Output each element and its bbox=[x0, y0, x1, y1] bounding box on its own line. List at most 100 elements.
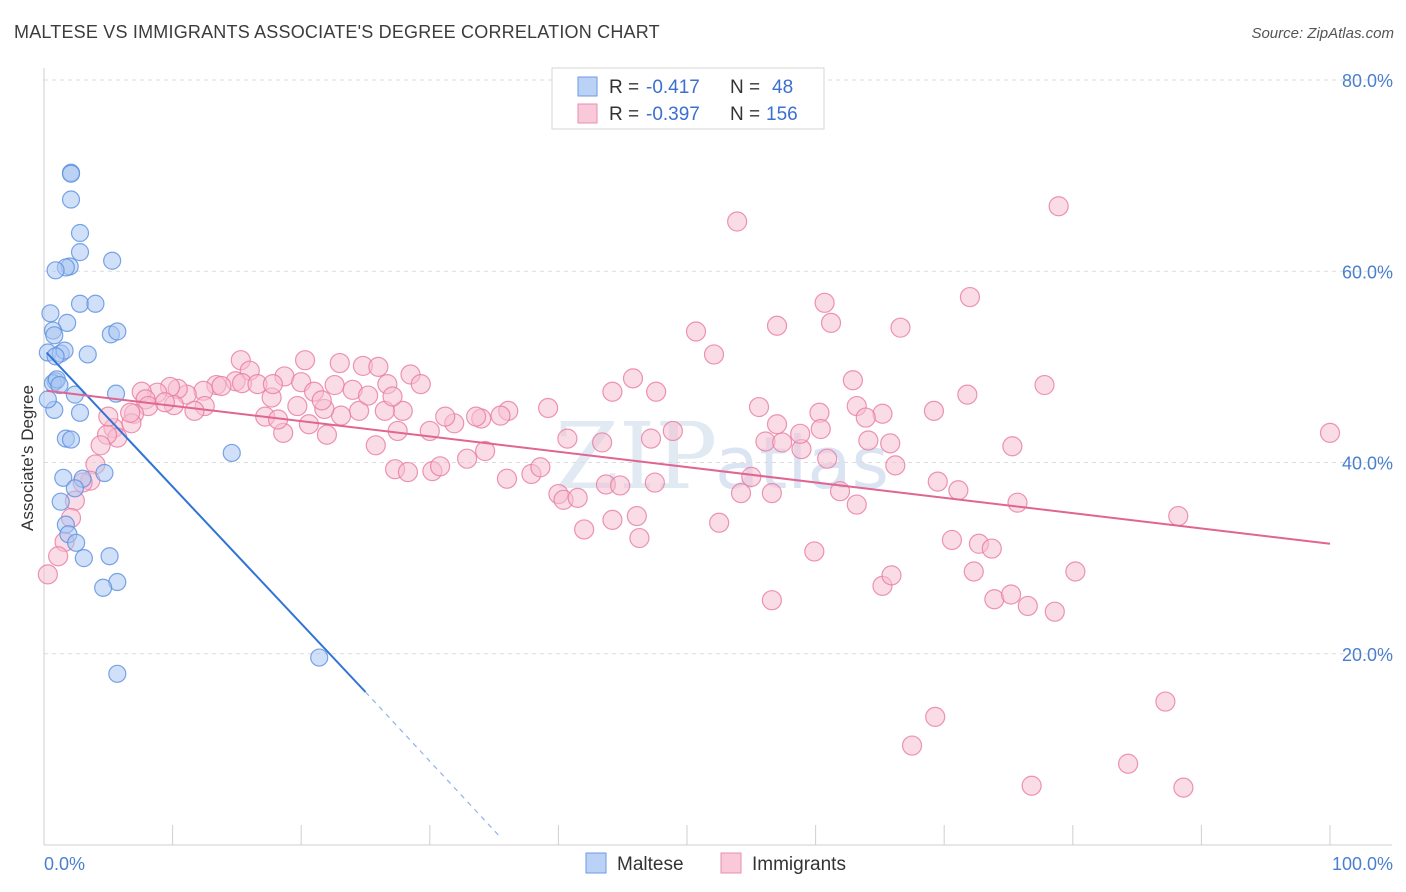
point-maltese-41 bbox=[100, 547, 119, 566]
point-maltese-8 bbox=[46, 261, 65, 280]
point-maltese-20 bbox=[46, 347, 65, 366]
point-immigrants-41 bbox=[298, 414, 320, 435]
point-immigrants-144 bbox=[1319, 422, 1341, 443]
point-immigrants-20 bbox=[858, 430, 879, 451]
point-immigrants-25 bbox=[592, 432, 613, 453]
point-immigrants-21 bbox=[766, 414, 788, 435]
point-immigrants-103 bbox=[429, 456, 451, 477]
point-immigrants-24 bbox=[640, 428, 662, 449]
trend-lines bbox=[45, 351, 1331, 838]
bottom-legend-swatch-maltese bbox=[585, 852, 607, 874]
bottom-legend-swatch-immigrants bbox=[720, 852, 742, 874]
point-immigrants-93 bbox=[211, 375, 232, 397]
point-immigrants-114 bbox=[644, 472, 665, 493]
point-immigrants-145 bbox=[923, 400, 945, 421]
point-immigrants-105 bbox=[474, 440, 496, 462]
point-immigrants-49 bbox=[324, 374, 345, 396]
point-immigrants-86 bbox=[37, 564, 58, 585]
point-immigrants-136 bbox=[981, 538, 1002, 559]
point-immigrants-15 bbox=[748, 396, 770, 418]
point-maltese-33 bbox=[95, 463, 114, 483]
point-immigrants-48 bbox=[311, 390, 332, 411]
chart-title: MALTESE VS IMMIGRANTS ASSOCIATE'S DEGREE… bbox=[14, 22, 660, 42]
trend-line-maltese bbox=[45, 351, 367, 693]
point-maltese-11 bbox=[41, 304, 60, 323]
y-tick-label-1: 40.0% bbox=[1342, 454, 1393, 474]
point-immigrants-119 bbox=[709, 512, 730, 533]
point-immigrants-122 bbox=[761, 483, 782, 504]
point-immigrants-154 bbox=[1021, 775, 1042, 796]
point-immigrants-27 bbox=[538, 397, 559, 419]
point-immigrants-156 bbox=[901, 735, 923, 756]
point-maltese-46 bbox=[108, 664, 127, 683]
chart-source: Source: ZipAtlas.com bbox=[1251, 25, 1394, 42]
point-immigrants-137 bbox=[963, 561, 984, 582]
point-immigrants-127 bbox=[846, 494, 867, 515]
point-maltese-10 bbox=[86, 294, 105, 313]
point-immigrants-118 bbox=[629, 527, 650, 549]
point-immigrants-138 bbox=[984, 589, 1005, 610]
trend-line-immigrants bbox=[46, 389, 1331, 545]
point-immigrants-26 bbox=[557, 428, 578, 449]
y-tick-label-0: 20.0% bbox=[1342, 645, 1393, 665]
point-maltese-14 bbox=[108, 322, 127, 341]
point-immigrants-53 bbox=[382, 386, 403, 407]
point-maltese-36 bbox=[65, 479, 84, 498]
point-immigrants-150 bbox=[881, 565, 902, 586]
point-maltese-42 bbox=[74, 549, 93, 568]
point-immigrants-129 bbox=[885, 455, 906, 476]
legend-swatch-maltese bbox=[577, 76, 598, 97]
legend-r-value-2: -0.397 bbox=[646, 104, 700, 125]
point-immigrants-108 bbox=[496, 468, 518, 489]
point-maltese-2 bbox=[61, 190, 81, 209]
point-maltese-12 bbox=[58, 313, 77, 332]
y-tick-labels: 20.0% 40.0% 60.0% 80.0% bbox=[1342, 71, 1393, 665]
point-immigrants-4 bbox=[890, 317, 911, 338]
point-immigrants-152 bbox=[1117, 753, 1139, 774]
point-immigrants-18 bbox=[755, 431, 776, 452]
point-maltese-34 bbox=[54, 468, 73, 487]
point-immigrants-153 bbox=[1173, 777, 1194, 798]
legend-swatch-immigrants bbox=[577, 103, 598, 124]
point-immigrants-146 bbox=[855, 407, 876, 428]
point-maltese-25 bbox=[50, 375, 69, 395]
bottom-legend-label-immigrants: Immigrants bbox=[752, 854, 846, 875]
point-immigrants-157 bbox=[1034, 374, 1055, 396]
y-tick-label-2: 60.0% bbox=[1342, 262, 1393, 282]
point-immigrants-22 bbox=[810, 418, 831, 440]
point-immigrants-124 bbox=[790, 423, 811, 444]
series-immigrants bbox=[37, 196, 1341, 798]
point-immigrants-16 bbox=[872, 403, 893, 424]
point-immigrants-155 bbox=[925, 706, 946, 727]
point-immigrants-33 bbox=[435, 406, 456, 427]
point-immigrants-58 bbox=[368, 356, 389, 377]
point-maltese-37 bbox=[51, 492, 70, 511]
point-maltese-16 bbox=[45, 326, 64, 345]
point-immigrants-113 bbox=[610, 475, 631, 496]
legend-r-label-1: R = bbox=[609, 77, 639, 98]
point-maltese-31 bbox=[61, 430, 81, 449]
x-tick-label-max: 100.0% bbox=[1332, 854, 1393, 874]
point-immigrants-91 bbox=[154, 392, 175, 413]
point-immigrants-140 bbox=[1065, 561, 1086, 582]
point-immigrants-133 bbox=[1007, 492, 1028, 513]
point-maltese-3 bbox=[70, 223, 90, 243]
point-immigrants-97 bbox=[287, 395, 308, 417]
point-immigrants-5 bbox=[766, 315, 788, 336]
point-immigrants-104 bbox=[456, 448, 478, 469]
point-immigrants-139 bbox=[1017, 595, 1038, 617]
point-immigrants-51 bbox=[357, 385, 379, 406]
point-immigrants-56 bbox=[329, 352, 350, 374]
point-immigrants-151 bbox=[1155, 691, 1176, 712]
point-maltese-40 bbox=[67, 533, 86, 552]
point-immigrants-132 bbox=[1002, 436, 1023, 457]
y-axis-title: Associate's Degree bbox=[18, 385, 37, 531]
point-immigrants-120 bbox=[730, 483, 752, 504]
point-immigrants-8 bbox=[842, 370, 863, 391]
point-immigrants-31 bbox=[465, 406, 487, 427]
legend-n-value-2: 156 bbox=[766, 104, 798, 125]
point-immigrants-99 bbox=[365, 435, 386, 456]
point-immigrants-107 bbox=[530, 457, 551, 478]
point-immigrants-95 bbox=[262, 373, 284, 395]
point-immigrants-101 bbox=[397, 461, 419, 483]
